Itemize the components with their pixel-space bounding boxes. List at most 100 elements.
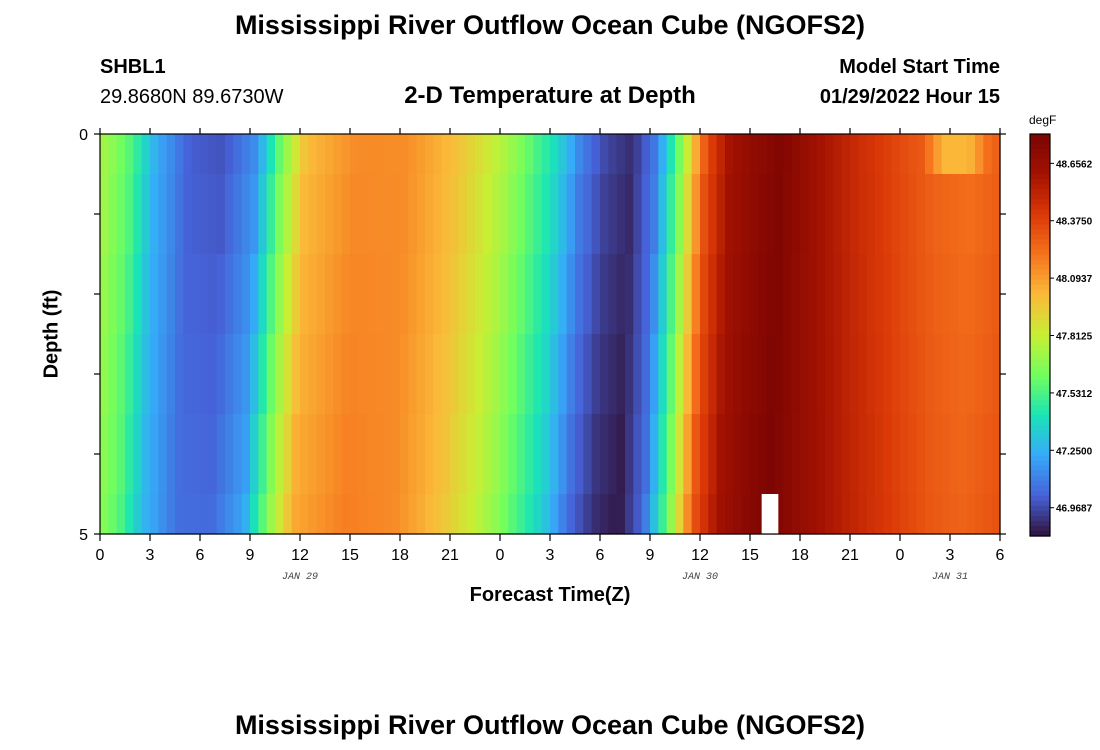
- heatmap-cell: [316, 414, 326, 495]
- colorbar-tick-label: 48.3750: [1056, 217, 1093, 228]
- heatmap-cell: [825, 174, 834, 255]
- heatmap-cell: [175, 254, 184, 335]
- heatmap-cell: [933, 174, 943, 255]
- x-tick-label: 9: [646, 547, 655, 564]
- heatmap-cell: [450, 254, 459, 335]
- heatmap-cell: [541, 494, 551, 535]
- heatmap-cell: [508, 254, 518, 335]
- colorbar-segment: [1030, 375, 1050, 381]
- heatmap-cell: [825, 134, 834, 175]
- heatmap-cell: [716, 414, 726, 495]
- heatmap-cell: [608, 494, 618, 535]
- heatmap-cell: [466, 334, 476, 415]
- heatmap-cell: [283, 254, 293, 335]
- heatmap-cell: [983, 414, 993, 495]
- heatmap-cell: [750, 494, 759, 535]
- colorbar-segment: [1030, 324, 1050, 331]
- footer-title: Mississippi River Outflow Ocean Cube (NG…: [234, 710, 866, 740]
- colorbar-segment: [1030, 460, 1050, 467]
- heatmap-cell: [175, 494, 184, 535]
- heatmap-cell: [141, 134, 151, 175]
- heatmap-cell: [333, 174, 343, 255]
- heatmap-cell: [716, 174, 726, 255]
- x-tick-label: 6: [196, 547, 205, 564]
- heatmap-cell: [116, 334, 126, 415]
- colorbar-segment: [1030, 204, 1050, 210]
- heatmap-cell: [908, 254, 918, 335]
- colorbar-segment: [1030, 269, 1050, 276]
- heatmap-cell: [408, 134, 418, 175]
- heatmap-cell: [950, 254, 959, 335]
- heatmap-cell: [975, 254, 984, 335]
- heatmap-cell: [700, 334, 709, 415]
- heatmap-cell: [950, 134, 959, 175]
- colorbar-frame: [1029, 133, 1051, 537]
- heatmap-cell: [641, 334, 651, 415]
- heatmap-cell: [800, 134, 809, 175]
- heatmap-cell: [550, 254, 559, 335]
- heatmap-cell: [183, 174, 193, 255]
- colorbar-segment: [1030, 139, 1050, 145]
- colorbar-segment: [1030, 385, 1050, 391]
- heatmap-cell: [508, 134, 518, 175]
- heatmap-cell: [391, 134, 401, 175]
- heatmap-cell: [258, 414, 268, 495]
- heatmap-cell: [808, 494, 818, 535]
- heatmap-cell: [291, 174, 301, 255]
- heatmap-cell: [216, 494, 226, 535]
- heatmap-cell: [650, 414, 659, 495]
- heatmap-cell: [725, 494, 734, 535]
- heatmap-cell: [466, 174, 476, 255]
- heatmap-cell: [891, 174, 901, 255]
- heatmap-cell: [550, 494, 559, 535]
- heatmap-cell: [325, 254, 334, 335]
- heatmap-cell: [191, 414, 201, 495]
- x-tick-label: 18: [391, 547, 409, 564]
- heatmap-cell: [175, 134, 184, 175]
- heatmap-cell: [608, 134, 618, 175]
- heatmap-cell: [566, 134, 576, 175]
- heatmap-cell: [166, 494, 176, 535]
- heatmap-cell: [441, 494, 451, 535]
- heatmap-cell: [433, 494, 443, 535]
- heatmap-cell: [691, 334, 701, 415]
- heatmap-cell: [766, 254, 776, 335]
- heatmap-cell: [983, 134, 993, 175]
- heatmap-cell: [241, 134, 251, 175]
- heatmap-cell: [358, 174, 368, 255]
- colorbar-segment: [1030, 154, 1050, 160]
- heatmap-cell: [741, 494, 751, 535]
- heatmap-cell: [891, 414, 901, 495]
- x-tick-label: 21: [841, 547, 859, 564]
- heatmap-cell: [316, 174, 326, 255]
- colorbar-unit-label: degF: [1029, 113, 1057, 127]
- heatmap-cell: [383, 334, 393, 415]
- heatmap-cell: [150, 254, 159, 335]
- heatmap-cell: [275, 174, 284, 255]
- heatmap-cell: [633, 494, 643, 535]
- heatmap-cell: [375, 174, 384, 255]
- heatmap-cell: [916, 494, 926, 535]
- heatmap-cell: [333, 134, 343, 175]
- heatmap-cell: [208, 134, 218, 175]
- colorbar-segment: [1030, 390, 1050, 396]
- heatmap-cell: [191, 494, 201, 535]
- heatmap-cell: [958, 494, 968, 535]
- heatmap-cell: [858, 134, 868, 175]
- colorbar-segment: [1030, 264, 1050, 271]
- heatmap-cell: [441, 254, 451, 335]
- heatmap-cell: [500, 174, 509, 255]
- heatmap-cell: [575, 134, 584, 175]
- heatmap-cell: [333, 494, 343, 535]
- heatmap-cell: [316, 254, 326, 335]
- colorbar-segment: [1030, 174, 1050, 180]
- heatmap-cell: [516, 134, 526, 175]
- heatmap-cell: [941, 134, 951, 175]
- heatmap-cell: [991, 134, 1001, 175]
- heatmap-cell: [991, 494, 1001, 535]
- heatmap-cell: [650, 254, 659, 335]
- heatmap-cell: [533, 174, 543, 255]
- heatmap-cell: [466, 414, 476, 495]
- heatmap-cell: [375, 494, 384, 535]
- heatmap-cell: [566, 414, 576, 495]
